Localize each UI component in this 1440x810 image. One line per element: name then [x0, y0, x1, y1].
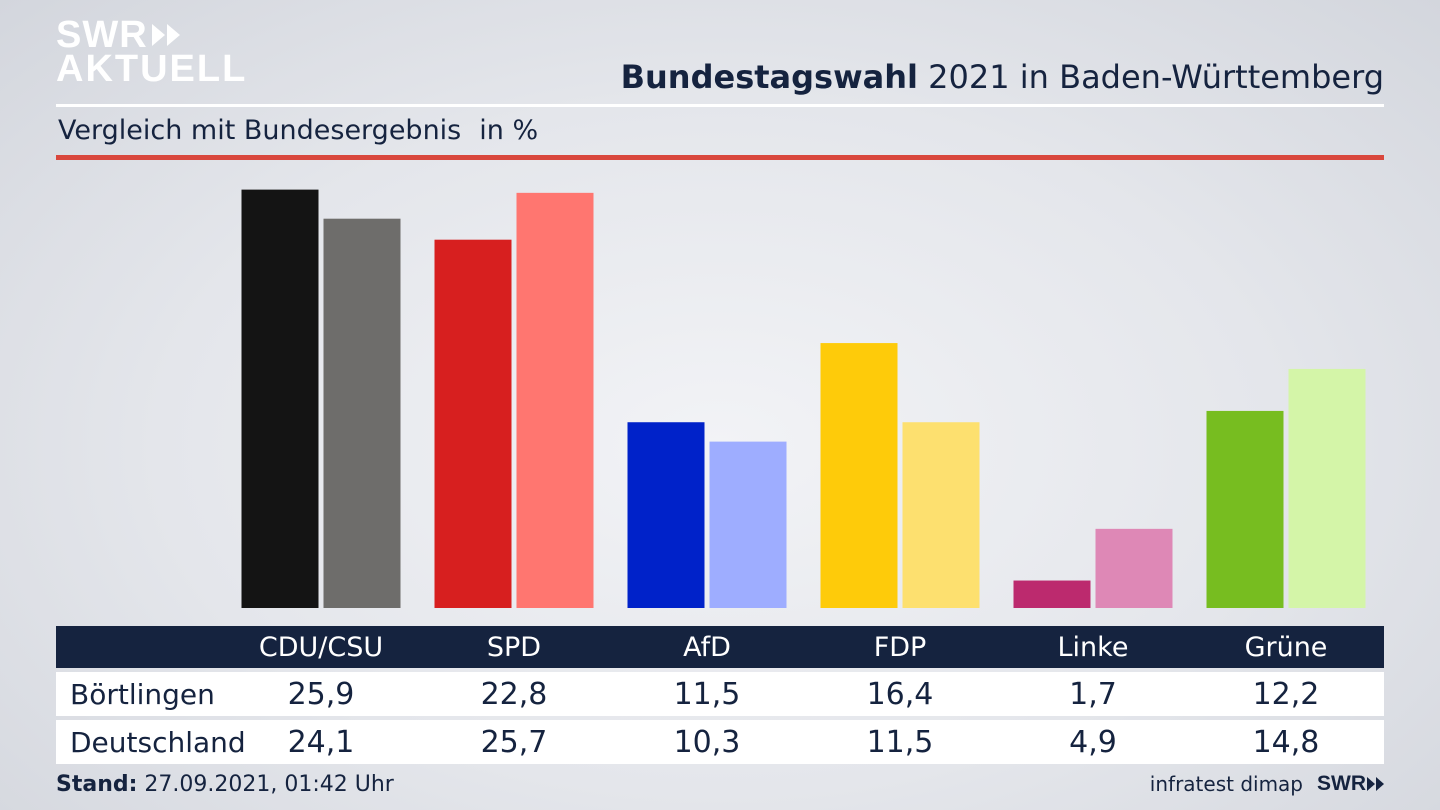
- header-spd: SPD: [486, 631, 542, 663]
- value-cdu-csu-boertlingen: 25,9: [287, 676, 355, 712]
- bar-linke-boertlingen: [1013, 580, 1091, 608]
- value-linke-deutschland: 4,9: [1069, 724, 1117, 760]
- logo-chevron-icon: [151, 24, 182, 46]
- header-linke: Linke: [1057, 631, 1129, 663]
- logo-swr-text: SWR: [56, 14, 148, 56]
- value-spd-deutschland: 25,7: [480, 724, 548, 760]
- bar-cdu-csu-deutschland: [323, 218, 401, 608]
- header-cdu-csu: CDU/CSU: [258, 631, 384, 663]
- row-label-boertlingen: Börtlingen: [70, 677, 215, 711]
- stand-label: Stand:: [56, 772, 138, 797]
- brand-text: SWR: [1317, 772, 1366, 795]
- bar-fdp-boertlingen: [820, 343, 898, 608]
- bar-spd-boertlingen: [434, 239, 512, 608]
- bar-linke-deutschland: [1095, 528, 1173, 608]
- logo-aktuell-text: AKTUELL: [56, 48, 248, 90]
- value-linke-boertlingen: 1,7: [1069, 676, 1117, 712]
- bar-cdu-csu-boertlingen: [241, 189, 319, 608]
- swr-aktuell-logo: SWR AKTUELL: [56, 14, 248, 90]
- value-cdu-csu-deutschland: 24,1: [287, 724, 355, 760]
- value-afd-boertlingen: 11,5: [673, 676, 741, 712]
- source-text: infratest dimap: [1149, 772, 1303, 796]
- header-fdp: FDP: [873, 631, 927, 663]
- value-afd-deutschland: 10,3: [673, 724, 741, 760]
- subtitle-divider: [56, 155, 1384, 160]
- title-rest: 2021 in Baden-Württemberg: [917, 58, 1384, 96]
- subtitle-text: Vergleich mit Bundesergebnis: [58, 115, 462, 146]
- bar-afd-deutschland: [709, 441, 787, 608]
- title-bold: Bundestagswahl: [620, 58, 918, 96]
- table-row-boertlingen: Börtlingen 25,9 22,8 11,5 16,4 1,7 12,2: [56, 672, 1384, 716]
- header-afd: AfD: [683, 631, 731, 663]
- value-gruene-deutschland: 14,8: [1252, 724, 1320, 760]
- header-gruene: Grüne: [1244, 631, 1328, 663]
- value-spd-boertlingen: 22,8: [480, 676, 548, 712]
- value-gruene-boertlingen: 12,2: [1252, 676, 1320, 712]
- bar-chart: [241, 189, 1366, 608]
- table-row-deutschland: Deutschland 24,1 25,7 10,3 11,5 4,9 14,8: [56, 720, 1384, 764]
- bar-gruene-deutschland: [1288, 368, 1366, 608]
- unit-label: in %: [479, 115, 539, 146]
- timestamp: Stand: 27.09.2021, 01:42 Uhr: [56, 772, 394, 797]
- value-fdp-boertlingen: 16,4: [866, 676, 934, 712]
- bar-gruene-boertlingen: [1206, 410, 1284, 608]
- page-title: Bundestagswahl 2021 in Baden-Württemberg: [621, 58, 1384, 96]
- bar-afd-boertlingen: [627, 422, 705, 608]
- stand-value: 27.09.2021, 01:42 Uhr: [137, 772, 394, 797]
- results-table: CDU/CSU SPD AfD FDP Linke Grüne Börtlingen 25…: [56, 626, 1384, 764]
- title-divider: [56, 104, 1384, 107]
- table-header-row: CDU/CSU SPD AfD FDP Linke Grüne: [56, 626, 1384, 668]
- swr-brand-logo: SWR: [1317, 772, 1384, 796]
- value-fdp-deutschland: 11,5: [866, 724, 934, 760]
- bar-spd-deutschland: [516, 192, 594, 608]
- row-label-deutschland: Deutschland: [70, 725, 246, 759]
- bar-fdp-deutschland: [902, 422, 980, 608]
- source-credit: infratest dimap SWR: [1150, 772, 1384, 796]
- chart-subtitle: Vergleich mit Bundesergebnis in %: [58, 115, 538, 146]
